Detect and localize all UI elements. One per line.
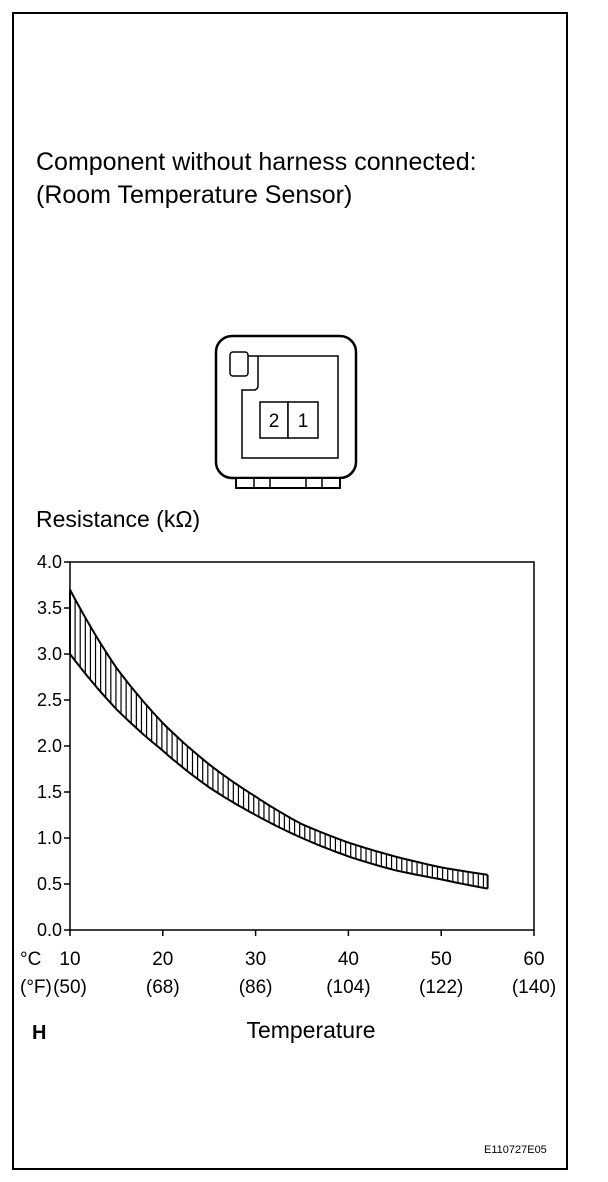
x-tick-label-fahrenheit: (122)	[419, 977, 463, 998]
y-tick-label: 1.5	[37, 782, 62, 802]
y-axis: 0.0 0.5 1.0 1.5 2.0 2.5 3.0 3.5 4.0	[37, 552, 70, 940]
x-tick-label-fahrenheit: (50)	[53, 977, 87, 998]
x-tick-label-celsius: 20	[152, 949, 173, 970]
y-tick-label: 3.5	[37, 598, 62, 618]
x-tick-label-celsius: 40	[338, 949, 359, 970]
x-tick-label-fahrenheit: (68)	[146, 977, 180, 998]
y-tick-label: 3.0	[37, 644, 62, 664]
resistance-band	[69, 589, 489, 890]
y-tick-label: 1.0	[37, 828, 62, 848]
y-axis-title: Resistance (kΩ)	[36, 506, 200, 532]
x-unit-celsius: °C	[20, 949, 41, 970]
connector-base	[235, 477, 341, 489]
section-marker: H	[32, 1022, 47, 1044]
x-tick-label-celsius: 50	[431, 949, 452, 970]
upper-limit-line	[69, 589, 488, 876]
x-axis-title: Temperature	[246, 1017, 375, 1043]
heading-line-1: Component without harness connected:	[36, 148, 477, 176]
x-tick-label-fahrenheit: (140)	[512, 977, 556, 998]
x-unit-fahrenheit: (°F)	[20, 977, 52, 998]
x-tick-label-celsius: 60	[523, 949, 544, 970]
lower-limit-line	[69, 653, 488, 890]
y-tick-label: 2.5	[37, 690, 62, 710]
terminal-1-label: 1	[298, 411, 309, 432]
terminal-2	[259, 401, 289, 439]
x-tick-label-celsius: 10	[59, 949, 80, 970]
y-tick-label: 4.0	[37, 552, 62, 572]
x-tick-label-fahrenheit: (104)	[326, 977, 370, 998]
illustration-code: E110727E05	[484, 1144, 547, 1156]
heading-line-2: (Room Temperature Sensor)	[36, 181, 353, 209]
y-tick-label: 2.0	[37, 736, 62, 756]
y-tick-label: 0.0	[37, 920, 62, 940]
figure-heading: Component without harness connected: (Ro…	[36, 146, 477, 212]
figure-frame	[12, 12, 568, 1170]
plot-frame	[69, 561, 535, 931]
terminal-1	[287, 401, 319, 439]
x-tick-label-celsius: 30	[245, 949, 266, 970]
connector-diagram: 2 1	[214, 334, 358, 489]
y-tick-label: 0.5	[37, 874, 62, 894]
connector-lock-tab	[229, 351, 249, 377]
x-axis: 10 (50) 20 (68) 30 (86) 40 (104) 50 (122) 60 (140)	[53, 930, 556, 998]
terminal-2-label: 2	[269, 411, 280, 432]
x-tick-label-fahrenheit: (86)	[239, 977, 273, 998]
